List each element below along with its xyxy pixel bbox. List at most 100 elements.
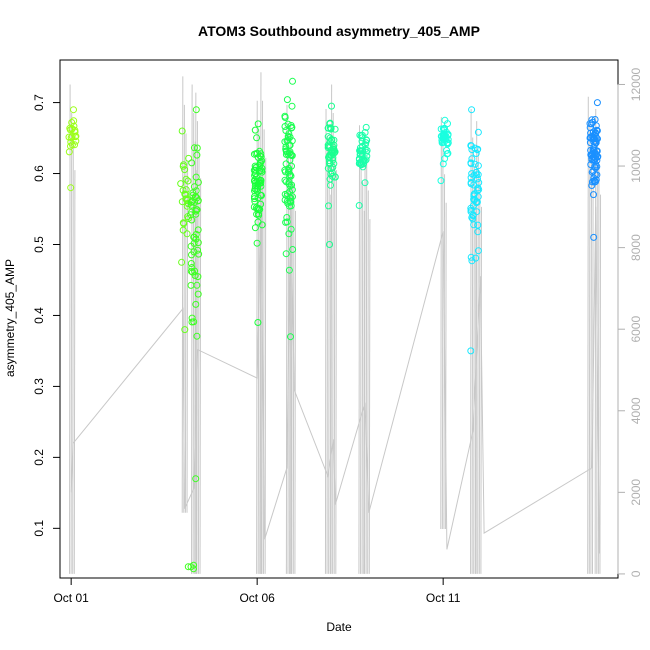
data-point — [468, 106, 476, 114]
y2-tick-label: 4000 — [629, 397, 643, 424]
line-spike — [588, 125, 591, 574]
y-tick-label: 0.2 — [32, 449, 46, 466]
data-point — [473, 171, 480, 179]
data-point — [251, 224, 259, 232]
line-spike — [473, 166, 475, 574]
data-point — [67, 184, 75, 192]
data-point — [68, 132, 76, 140]
y-tick-label: 0.5 — [32, 236, 46, 253]
data-point — [288, 162, 295, 170]
data-point — [590, 233, 598, 241]
data-point — [472, 254, 480, 262]
data-point — [258, 221, 266, 229]
data-point — [468, 170, 476, 178]
data-point — [192, 475, 200, 483]
data-point — [284, 150, 292, 158]
data-point — [284, 120, 292, 128]
data-point — [356, 144, 364, 152]
data-point — [72, 132, 80, 140]
data-point — [593, 134, 601, 142]
line-spike — [368, 219, 371, 574]
data-point — [289, 246, 297, 253]
line-spike — [292, 182, 295, 574]
data-point — [475, 186, 483, 193]
data-point — [251, 166, 259, 174]
data-point — [330, 136, 338, 144]
y2-tick-label: 0 — [629, 570, 643, 577]
line-spike — [335, 170, 337, 574]
data-point — [193, 144, 201, 152]
line-spike — [365, 161, 368, 574]
data-point — [192, 300, 200, 308]
line-spike — [72, 141, 74, 574]
data-point — [180, 220, 188, 228]
data-point — [257, 177, 265, 185]
data-point — [194, 290, 202, 298]
data-point — [190, 144, 198, 152]
data-point — [362, 139, 370, 147]
data-point — [251, 193, 258, 201]
data-point — [187, 198, 195, 206]
data-point — [474, 175, 481, 183]
data-point — [281, 114, 289, 121]
data-point — [470, 221, 478, 229]
data-point — [289, 77, 296, 85]
data-point — [593, 147, 601, 155]
data-point — [590, 191, 597, 199]
data-point — [586, 124, 594, 132]
data-point — [327, 181, 334, 189]
data-point — [187, 267, 195, 275]
data-point — [187, 563, 195, 571]
data-point — [286, 172, 294, 180]
line-spike — [181, 76, 184, 513]
data-point — [331, 125, 339, 133]
data-point — [358, 151, 366, 158]
line-spike — [440, 117, 442, 530]
data-point — [194, 226, 202, 234]
line-spike — [441, 145, 444, 530]
data-point — [258, 192, 265, 199]
data-point — [324, 164, 332, 172]
data-point — [183, 230, 191, 238]
line-spike — [480, 206, 482, 574]
data-point — [184, 177, 192, 185]
y-tick-label: 0.1 — [32, 520, 46, 537]
data-point — [181, 326, 189, 334]
line-spike — [332, 113, 334, 574]
data-point — [468, 155, 476, 163]
data-point — [281, 176, 289, 184]
data-point — [324, 124, 332, 132]
data-point — [588, 168, 596, 176]
data-point — [181, 166, 189, 174]
data-point — [256, 147, 263, 155]
data-point — [444, 149, 452, 157]
data-point — [471, 160, 479, 168]
data-point — [586, 120, 594, 128]
data-point — [180, 161, 187, 169]
y2-tick-label: 10000 — [629, 149, 643, 183]
line-spike — [329, 194, 332, 574]
line-spike — [478, 178, 481, 574]
data-point — [182, 175, 190, 183]
data-point — [258, 168, 266, 176]
y2-tick-label: 6000 — [629, 316, 643, 343]
line-spike — [70, 113, 73, 574]
data-point — [287, 122, 295, 129]
data-point — [251, 185, 259, 193]
data-point — [285, 266, 293, 274]
data-point — [474, 162, 482, 170]
data-point — [178, 258, 186, 266]
data-point — [588, 178, 596, 186]
data-point — [192, 106, 200, 114]
data-point — [474, 228, 482, 236]
data-point — [288, 102, 296, 110]
data-point — [192, 210, 200, 218]
data-point — [67, 142, 74, 150]
data-point — [289, 193, 296, 201]
data-point — [183, 202, 191, 210]
data-point — [254, 319, 262, 326]
y-tick-label: 0.3 — [32, 378, 46, 395]
data-point — [188, 159, 196, 167]
data-point — [592, 152, 600, 160]
data-point — [474, 247, 482, 255]
